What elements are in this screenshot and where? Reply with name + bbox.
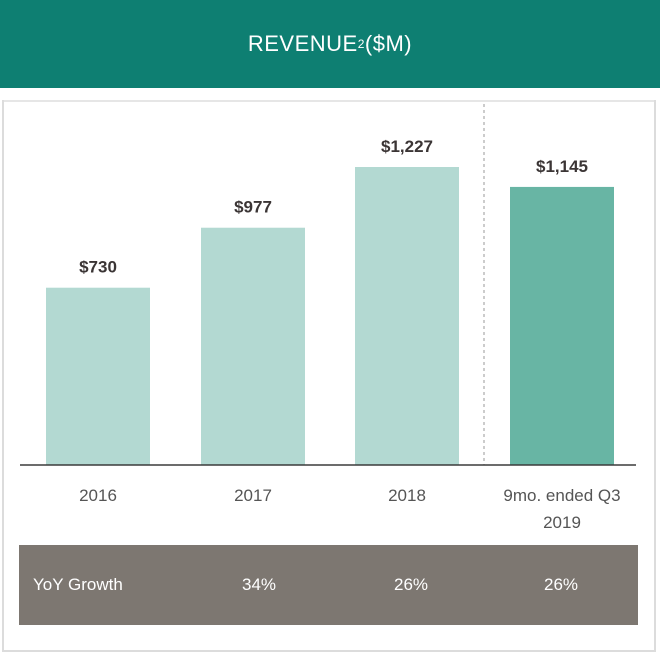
chart-frame-top	[2, 100, 656, 102]
bar-0	[46, 287, 150, 465]
x-tick-label-1: 2017	[234, 486, 272, 505]
yoy-growth-label: YoY Growth	[33, 575, 123, 594]
chart-title-banner: REVENUE 2 ($M)	[0, 0, 660, 88]
yoy-growth-2019: 26%	[544, 575, 579, 594]
bar-2	[355, 167, 459, 465]
yoy-growth-row: YoY Growth 34% 26% 26%	[19, 545, 638, 625]
bar-value-label-1: $977	[234, 198, 272, 217]
bar-1	[201, 227, 305, 465]
bar-value-label-2: $1,227	[381, 137, 433, 156]
x-tick-label-2: 2018	[388, 486, 426, 505]
chart-title-unit: ($M)	[364, 31, 413, 56]
x-tick-label-3: 9mo. ended Q3	[503, 486, 620, 505]
bar-value-label-3: $1,145	[536, 157, 588, 176]
x-tick-label-0: 2016	[79, 486, 117, 505]
yoy-growth-2018: 26%	[394, 575, 429, 594]
x-tick-label-3-line2: 2019	[543, 513, 581, 532]
bar-3	[510, 186, 614, 466]
chart-frame	[2, 100, 656, 652]
chart-title: REVENUE	[247, 31, 358, 56]
bar-value-label-0: $730	[79, 258, 117, 277]
revenue-bar-chart: $730 2016 $977 2017 $1,227 2018 $1,145 9mo. end…	[20, 104, 636, 532]
yoy-growth-2017: 34%	[242, 575, 277, 594]
